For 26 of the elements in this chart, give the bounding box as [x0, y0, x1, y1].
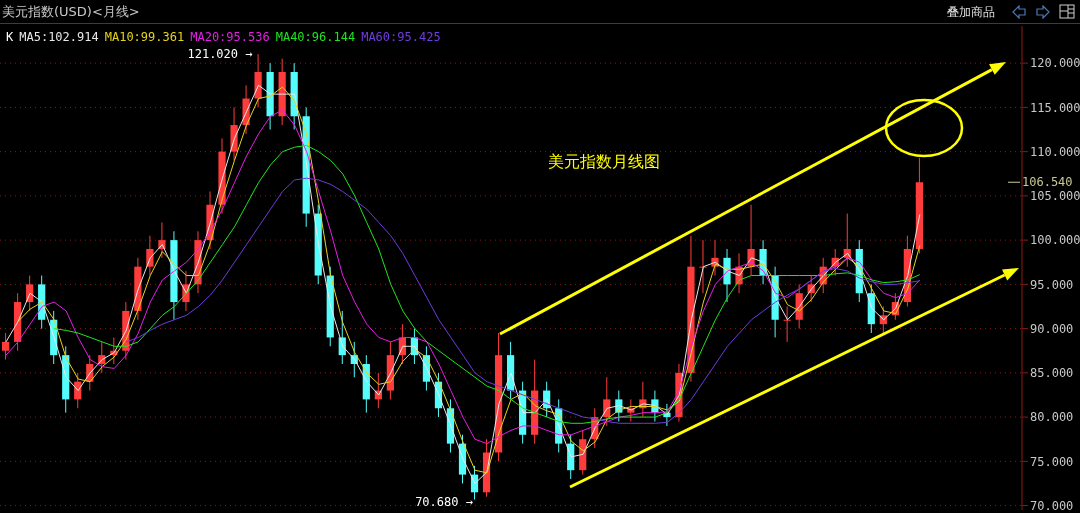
y-tick-label: 85.000	[1030, 366, 1074, 381]
candlestick	[2, 332, 10, 361]
y-tick-label: 100.000	[1030, 233, 1080, 248]
annotation: K	[6, 30, 14, 44]
text: MA40:96.144	[275, 30, 356, 44]
annotation: 121.020 →	[187, 47, 253, 62]
y-tick-label: 75.000	[1030, 454, 1074, 469]
y-tick-label: 90.000	[1030, 321, 1074, 336]
text: MA5:102.914	[19, 30, 99, 44]
y-tick-label: 120.000	[1030, 56, 1080, 71]
chart-title: 美元指数(USD)<月线>	[2, 3, 140, 21]
y-tick-label: 110.000	[1030, 144, 1080, 159]
annotation: 106.540	[1022, 175, 1073, 190]
text: MA60:95.425	[361, 30, 441, 44]
y-tick-label: 70.000	[1030, 498, 1074, 513]
annotation: 美元指数月线图	[548, 152, 660, 173]
text: MA20:95.536	[190, 30, 270, 44]
y-tick-label: 95.000	[1030, 277, 1074, 292]
y-tick-label: 105.000	[1030, 189, 1080, 204]
candlestick	[699, 239, 707, 294]
annotation: 70.680 →	[415, 494, 473, 509]
y-tick-label: 80.000	[1030, 410, 1074, 425]
text: MA10:99.361	[104, 30, 185, 44]
candlestick	[783, 305, 791, 343]
text: 叠加商品	[947, 4, 995, 21]
y-tick-label: 115.000	[1030, 100, 1080, 115]
